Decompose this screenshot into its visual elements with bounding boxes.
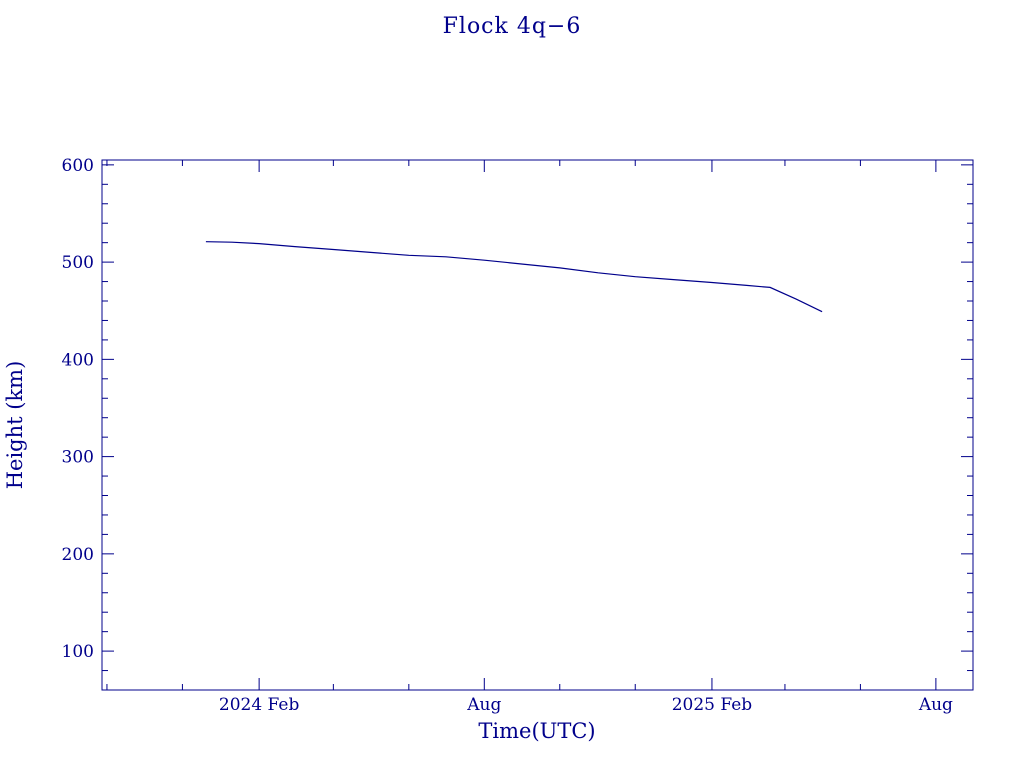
x-tick-label: 2025 Feb bbox=[672, 695, 753, 715]
y-tick-label: 100 bbox=[62, 642, 94, 662]
x-tick-label: Aug bbox=[918, 695, 953, 715]
y-tick-label: 400 bbox=[62, 350, 94, 370]
height-series-line bbox=[205, 241, 823, 313]
y-tick-label: 300 bbox=[62, 448, 94, 468]
x-axis-label: Time(UTC) bbox=[478, 719, 595, 743]
chart-title: Flock 4q−6 bbox=[442, 14, 582, 39]
x-tick-label: Aug bbox=[466, 695, 501, 715]
y-tick-label: 500 bbox=[62, 253, 94, 273]
plot-frame bbox=[101, 159, 974, 691]
y-tick-label: 200 bbox=[62, 545, 94, 565]
y-tick-label: 600 bbox=[62, 156, 94, 176]
y-axis-label: Height (km) bbox=[3, 361, 27, 490]
x-tick-label: 2024 Feb bbox=[219, 695, 300, 715]
